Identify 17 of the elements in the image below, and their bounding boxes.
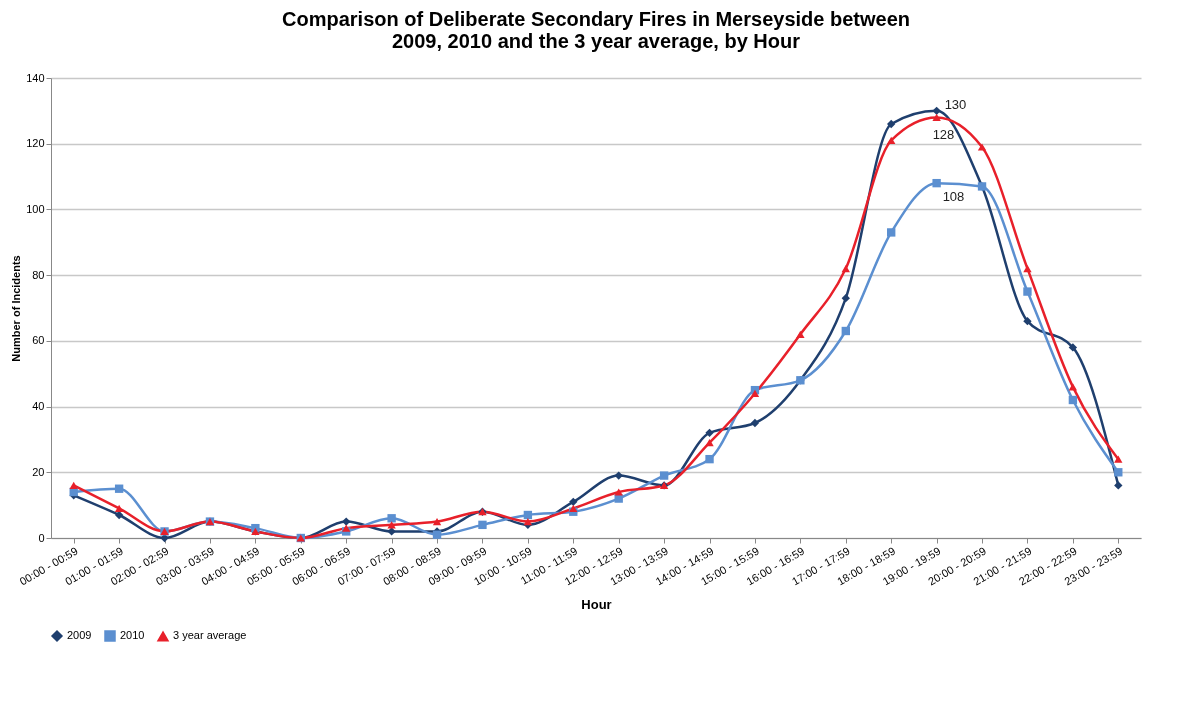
y-tick-label: 40 <box>32 400 45 413</box>
y-tick-label: 140 <box>26 71 45 84</box>
legend-label: 3 year average <box>173 629 247 642</box>
y-axis-title: Number of Incidents <box>10 255 23 362</box>
data-label: 108 <box>942 189 965 205</box>
y-tick-label: 120 <box>26 137 45 150</box>
y-tick-label: 0 <box>38 531 45 544</box>
chart-title: Comparison of Deliberate Secondary Fires in Merseyside between 2009, 2010 and the 3 year average, by Hour <box>282 8 910 52</box>
data-label: 130 <box>944 96 967 112</box>
y-tick-label: 60 <box>32 334 45 347</box>
y-tick-label: 80 <box>32 268 45 281</box>
legend-label: 2010 <box>120 629 145 641</box>
legend-label: 2009 <box>67 629 92 641</box>
y-tick-label: 20 <box>32 465 45 478</box>
data-label: 128 <box>932 127 955 143</box>
y-tick-label: 100 <box>26 202 45 215</box>
x-axis-title: Hour <box>581 597 612 613</box>
